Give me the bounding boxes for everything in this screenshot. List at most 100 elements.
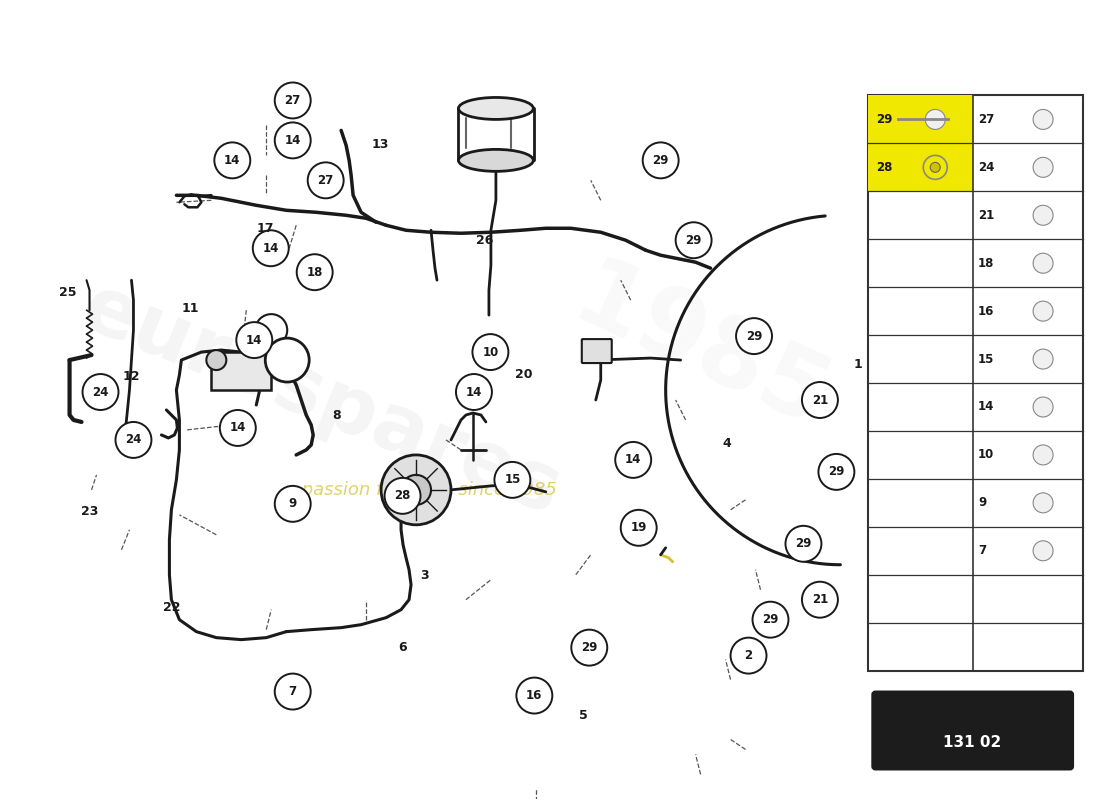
- Text: 7: 7: [288, 685, 297, 698]
- Circle shape: [615, 442, 651, 478]
- Circle shape: [925, 110, 945, 130]
- Text: 17: 17: [256, 222, 274, 234]
- Text: 24: 24: [92, 386, 109, 398]
- Text: 10: 10: [482, 346, 498, 358]
- Text: 29: 29: [762, 613, 779, 626]
- Text: 3: 3: [420, 570, 429, 582]
- Circle shape: [730, 638, 767, 674]
- Text: 24: 24: [978, 161, 994, 174]
- Text: 29: 29: [746, 330, 762, 342]
- Text: 14: 14: [285, 134, 301, 147]
- Text: 12: 12: [122, 370, 140, 382]
- Text: 27: 27: [978, 113, 994, 126]
- FancyBboxPatch shape: [872, 691, 1072, 770]
- Text: 26: 26: [476, 234, 494, 246]
- Circle shape: [818, 454, 855, 490]
- Circle shape: [736, 318, 772, 354]
- Circle shape: [752, 602, 789, 638]
- Text: 4: 4: [723, 438, 730, 450]
- Text: 9: 9: [288, 498, 297, 510]
- Text: 14: 14: [224, 154, 241, 167]
- Text: 19: 19: [630, 522, 647, 534]
- Circle shape: [214, 142, 251, 178]
- Circle shape: [1033, 110, 1053, 130]
- Text: 16: 16: [978, 305, 994, 318]
- Circle shape: [402, 475, 431, 505]
- Text: 29: 29: [652, 154, 669, 167]
- Bar: [868, 95, 1084, 670]
- Circle shape: [1033, 493, 1053, 513]
- Circle shape: [275, 122, 310, 158]
- Circle shape: [308, 162, 343, 198]
- Circle shape: [255, 314, 287, 346]
- Circle shape: [207, 350, 227, 370]
- Circle shape: [297, 254, 332, 290]
- Text: 2: 2: [745, 649, 752, 662]
- Circle shape: [516, 678, 552, 714]
- Text: a passion for parts since 1985: a passion for parts since 1985: [285, 481, 557, 499]
- Text: 22: 22: [163, 601, 180, 614]
- Ellipse shape: [459, 98, 534, 119]
- Text: 15: 15: [978, 353, 994, 366]
- Circle shape: [620, 510, 657, 546]
- Circle shape: [82, 374, 119, 410]
- Circle shape: [220, 410, 256, 446]
- Circle shape: [1033, 254, 1053, 273]
- Text: 11: 11: [182, 302, 199, 314]
- Circle shape: [1033, 158, 1053, 178]
- Text: 20: 20: [515, 368, 532, 381]
- FancyBboxPatch shape: [582, 339, 612, 363]
- Text: 6: 6: [398, 641, 407, 654]
- Circle shape: [642, 142, 679, 178]
- Text: 18: 18: [307, 266, 323, 278]
- Text: 14: 14: [978, 401, 994, 414]
- Text: 13: 13: [372, 138, 389, 151]
- Circle shape: [1033, 445, 1053, 465]
- Text: 27: 27: [318, 174, 333, 187]
- Text: 1: 1: [854, 358, 862, 370]
- Text: 14: 14: [625, 454, 641, 466]
- Circle shape: [1033, 301, 1053, 321]
- Text: 14: 14: [230, 422, 246, 434]
- Circle shape: [456, 374, 492, 410]
- Text: 21: 21: [978, 209, 994, 222]
- Circle shape: [675, 222, 712, 258]
- Text: 131 02: 131 02: [943, 735, 1001, 750]
- Circle shape: [802, 582, 838, 618]
- Circle shape: [1033, 541, 1053, 561]
- Text: 16: 16: [526, 689, 542, 702]
- Circle shape: [236, 322, 273, 358]
- Circle shape: [265, 338, 309, 382]
- Circle shape: [275, 674, 310, 710]
- Text: 29: 29: [685, 234, 702, 246]
- Text: 1985: 1985: [559, 250, 843, 450]
- Text: 25: 25: [58, 286, 76, 298]
- Circle shape: [785, 526, 822, 562]
- Text: 10: 10: [978, 449, 994, 462]
- Bar: [868, 143, 974, 191]
- Text: 29: 29: [877, 113, 893, 126]
- Circle shape: [925, 158, 945, 178]
- Text: 28: 28: [877, 161, 893, 174]
- Text: 21: 21: [812, 394, 828, 406]
- Circle shape: [275, 486, 310, 522]
- Circle shape: [385, 478, 420, 514]
- Text: eurospares: eurospares: [70, 269, 572, 531]
- Circle shape: [802, 382, 838, 418]
- Circle shape: [1033, 206, 1053, 226]
- Ellipse shape: [459, 150, 534, 171]
- Circle shape: [494, 462, 530, 498]
- Circle shape: [1033, 349, 1053, 369]
- Circle shape: [571, 630, 607, 666]
- Text: 14: 14: [263, 242, 279, 254]
- Text: 29: 29: [581, 641, 597, 654]
- Text: 8: 8: [332, 410, 341, 422]
- Text: 9: 9: [978, 496, 987, 510]
- Circle shape: [275, 82, 310, 118]
- Bar: [868, 95, 974, 143]
- Text: 21: 21: [812, 593, 828, 606]
- Circle shape: [116, 422, 152, 458]
- Text: 5: 5: [580, 709, 588, 722]
- Text: 15: 15: [504, 474, 520, 486]
- Text: 7: 7: [978, 544, 987, 558]
